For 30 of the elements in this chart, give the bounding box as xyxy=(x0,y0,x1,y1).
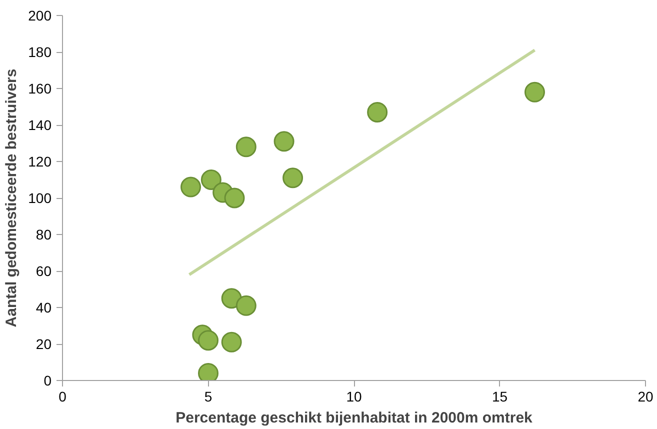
y-tick-label: 40 xyxy=(36,300,52,316)
point xyxy=(524,82,545,102)
y-tick-label: 160 xyxy=(28,80,52,96)
point xyxy=(221,332,242,352)
y-tick-label: 100 xyxy=(28,190,52,206)
x-tick-label: 10 xyxy=(346,388,362,404)
point xyxy=(367,102,388,122)
y-tick-label: 0 xyxy=(44,372,52,388)
x-tick-label: 20 xyxy=(638,388,654,404)
y-tick-label: 80 xyxy=(36,226,52,242)
x-tick-label: 0 xyxy=(58,388,67,404)
x-axis-title: Percentage geschikt bijenhabitat in 2000m omtrek xyxy=(176,410,534,426)
point xyxy=(200,170,222,190)
y-tick-label: 180 xyxy=(28,44,52,60)
point xyxy=(198,330,218,351)
point xyxy=(224,188,245,208)
y-axis-title: Aantal gedomesticeerde bestruivers xyxy=(3,68,20,328)
point xyxy=(221,288,242,309)
x-tick-label: 15 xyxy=(492,388,508,404)
y-tick-label: 140 xyxy=(28,117,52,133)
x-tick-label: 5 xyxy=(204,388,212,404)
point xyxy=(282,168,304,188)
y-tick-label: 20 xyxy=(36,336,52,352)
y-tick-label: 120 xyxy=(28,154,52,170)
point xyxy=(180,176,202,198)
point xyxy=(236,136,256,158)
y-tick-label: 200 xyxy=(28,8,52,24)
y-tick-label: 60 xyxy=(36,263,52,279)
point xyxy=(274,131,294,152)
point xyxy=(236,295,256,316)
